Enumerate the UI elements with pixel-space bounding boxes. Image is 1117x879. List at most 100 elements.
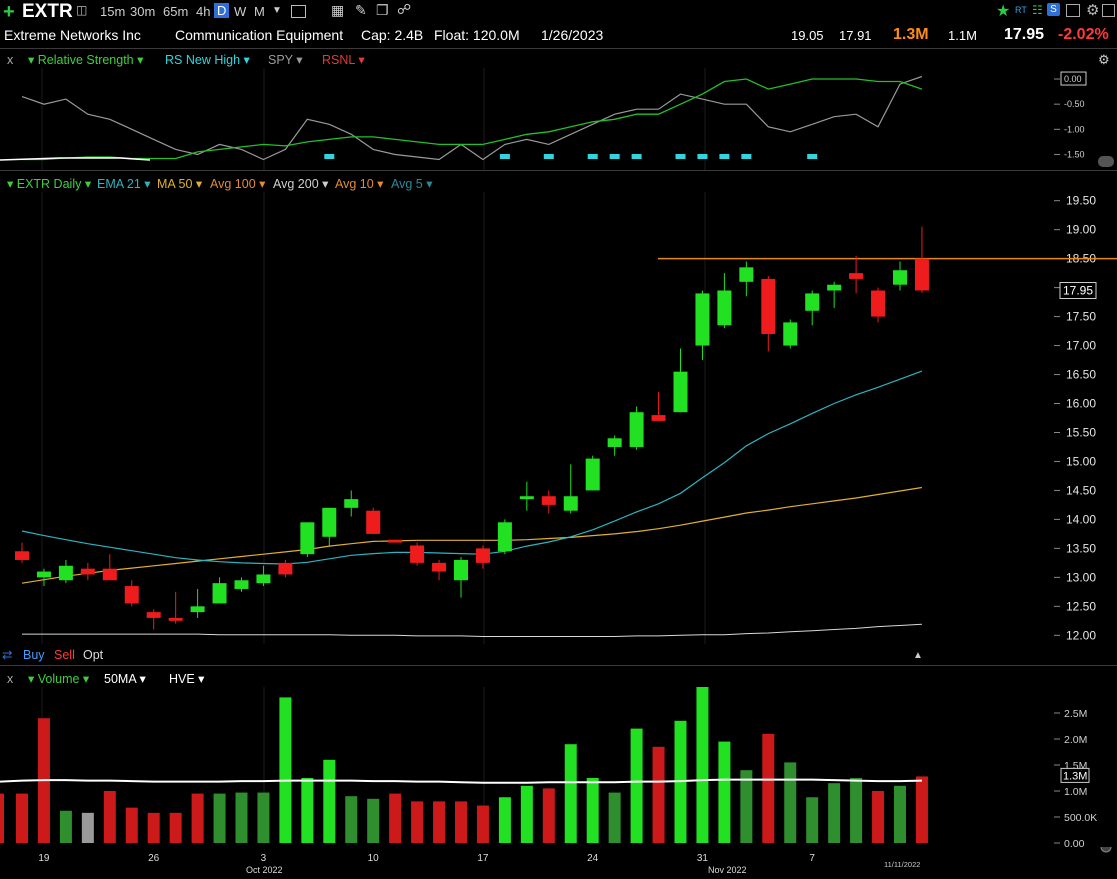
rs-item-relative-strength[interactable]: ▾ Relative Strength ▾ xyxy=(28,53,144,67)
volume-bar xyxy=(257,792,270,843)
expand-icon[interactable] xyxy=(1102,4,1115,17)
timeframe-daily[interactable]: D xyxy=(214,3,230,18)
volume-item-label: Volume xyxy=(37,672,80,686)
rs-item-rs-new-high[interactable]: RS New High ▾ xyxy=(165,53,250,67)
symbol-label[interactable]: EXTR xyxy=(22,1,73,22)
candle-body xyxy=(849,273,864,279)
price-item-avg5[interactable]: Avg 5 ▾ xyxy=(391,177,433,191)
rs-item-rsnl[interactable]: RSNL ▾ xyxy=(322,53,365,67)
candle-body xyxy=(585,458,600,491)
timeframe-weekly[interactable]: W xyxy=(234,4,247,19)
x-axis-label: 17 xyxy=(477,853,489,864)
toolbar: + EXTR ◫ 15m 30m 65m 4h D W M ▼ ▦ ✎ ❐ ☍ … xyxy=(0,0,1117,24)
collapse-up-icon[interactable]: ▲ xyxy=(913,650,923,661)
volume-close-button[interactable]: x xyxy=(7,672,14,686)
pencil-icon[interactable]: ✎ xyxy=(355,2,367,18)
copy-icon[interactable]: ❐ xyxy=(376,2,389,18)
candle-body xyxy=(410,545,425,563)
rs-scroll-handle xyxy=(1098,156,1114,167)
volume-bar xyxy=(915,776,928,843)
rs-chart: 0.00 -0.50 -1.00 -1.50 xyxy=(0,68,1114,170)
x-axis: 19 26 3 10 17 24 31 7 xyxy=(38,847,1112,864)
price-item-avg10[interactable]: Avg 10 ▾ xyxy=(335,177,384,191)
timeframe-65m[interactable]: 65m xyxy=(163,4,189,19)
price-item-avg100[interactable]: Avg 100 ▾ xyxy=(210,177,266,191)
rs-item-label: RS New High xyxy=(165,53,241,67)
high-value: 19.05 xyxy=(791,28,824,43)
dropdown-caret-icon[interactable]: ▼ xyxy=(272,5,282,16)
rs-item-spy[interactable]: SPY ▾ xyxy=(268,53,303,67)
price-item-label: Avg 200 xyxy=(273,177,319,191)
price-item-extr-daily[interactable]: ▾ EXTR Daily ▾ xyxy=(7,177,92,191)
timeframe-4h[interactable]: 4h xyxy=(196,4,211,19)
order-arrows-icon[interactable]: ⇄ xyxy=(2,648,13,662)
volume-bar xyxy=(586,778,599,843)
last-price-label: 17.95 xyxy=(1063,284,1093,298)
volume-bar xyxy=(894,785,906,843)
rs-new-high-mark xyxy=(543,154,554,159)
volume-item-volume[interactable]: ▾ Volume ▾ xyxy=(28,672,90,686)
candle-body xyxy=(651,415,666,421)
rs-item-label: Relative Strength xyxy=(37,53,134,67)
candle-body xyxy=(256,574,271,584)
settings-icon[interactable]: ⚙ xyxy=(1086,2,1100,19)
add-symbol-icon[interactable]: + xyxy=(3,1,15,23)
sell-button[interactable]: Sell xyxy=(54,648,75,662)
candle-body xyxy=(432,562,447,572)
price-axis-label: 14.00 xyxy=(1066,512,1096,526)
candle-body xyxy=(783,322,798,346)
candle-body xyxy=(563,496,578,511)
candle-body xyxy=(278,562,293,575)
candle-body xyxy=(717,290,732,326)
candle-body xyxy=(454,559,468,581)
candle-body xyxy=(146,612,161,618)
price-item-ema21[interactable]: EMA 21 ▾ xyxy=(97,177,151,191)
scan-icon[interactable]: ☷ xyxy=(1032,3,1043,17)
candle-body xyxy=(102,568,117,581)
rs-close-button[interactable]: x xyxy=(7,53,14,67)
candle-body xyxy=(15,551,29,560)
low-value: 17.91 xyxy=(839,28,872,43)
volume-item-hve[interactable]: HVE ▾ xyxy=(169,672,205,686)
volume-bar xyxy=(301,778,314,843)
volume-ma-line xyxy=(21,778,922,784)
market-cap: Cap: 2.4B xyxy=(361,27,424,43)
volume-bar xyxy=(345,796,358,843)
candle-body xyxy=(58,565,73,581)
volume-bar xyxy=(125,807,138,843)
candle-body xyxy=(673,371,688,413)
info-bar: Extreme Networks Inc Communication Equip… xyxy=(0,24,1117,48)
rs-axis-label: -1.50 xyxy=(1064,149,1085,159)
rt-icon[interactable]: RT xyxy=(1015,5,1027,15)
timeframe-monthly[interactable]: M xyxy=(254,4,265,19)
company-name: Extreme Networks Inc xyxy=(4,27,141,43)
volume-item-label: HVE xyxy=(169,672,195,686)
price-axis-label: 16.00 xyxy=(1066,397,1096,411)
timeframe-15m[interactable]: 15m xyxy=(100,4,126,19)
volume-bar xyxy=(806,797,819,843)
buy-button[interactable]: Buy xyxy=(23,648,45,662)
layout-icon[interactable] xyxy=(291,5,306,18)
rs-new-high-mark xyxy=(499,154,510,159)
last-price: 17.95 xyxy=(1004,26,1045,43)
candle-body xyxy=(519,496,534,500)
link-icon[interactable]: ◫ xyxy=(76,3,88,17)
price-item-ma50[interactable]: MA 50 ▾ xyxy=(157,177,203,191)
volume-bar xyxy=(103,791,116,843)
timeframe-30m[interactable]: 30m xyxy=(130,4,156,19)
calculator-icon[interactable]: ▦ xyxy=(331,2,345,18)
volume-axis-label: 0.00 xyxy=(1064,838,1085,847)
opt-button[interactable]: Opt xyxy=(83,648,104,662)
price-pane-header: ▾ EXTR Daily ▾ EMA 21 ▾ MA 50 ▾ Avg 100 … xyxy=(0,176,1117,192)
window-icon[interactable] xyxy=(1066,4,1080,17)
price-item-label: Avg 5 xyxy=(391,177,423,191)
industry-label: Communication Equipment xyxy=(175,27,344,43)
price-item-avg200[interactable]: Avg 200 ▾ xyxy=(273,177,329,191)
share-icon[interactable]: ☍ xyxy=(397,1,412,17)
volume-item-50ma[interactable]: 50MA ▾ xyxy=(104,672,146,686)
spy-line xyxy=(21,75,923,161)
star-icon[interactable]: ★ xyxy=(996,3,1011,20)
s-icon[interactable]: S xyxy=(1047,3,1060,16)
rs-settings-icon[interactable]: ⚙ xyxy=(1098,52,1110,67)
